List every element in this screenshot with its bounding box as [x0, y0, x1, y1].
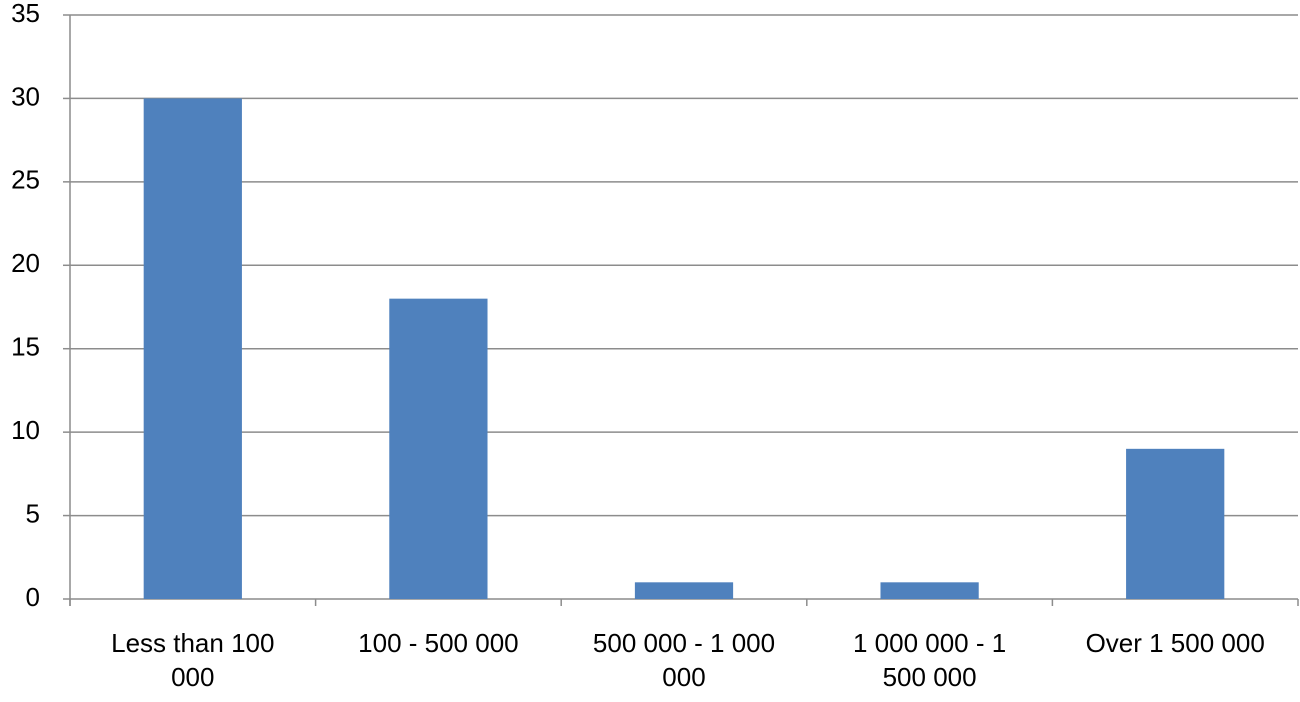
bar: [143, 98, 242, 599]
x-tick-label: 1 000 000 - 1 500 000: [852, 628, 1007, 692]
y-tick-label: 0: [26, 582, 40, 612]
y-tick-label: 25: [11, 165, 40, 195]
bar: [634, 582, 734, 599]
x-tick-label: Over 1 500 000: [1085, 628, 1265, 658]
y-tick-label: 10: [11, 415, 40, 445]
x-tick-label: 500 000 - 1 000 000: [592, 628, 776, 692]
y-tick-label: 15: [11, 332, 40, 362]
bar: [880, 582, 979, 599]
x-tick-label: 100 - 500 000: [358, 628, 519, 658]
x-tick-label: Less than 100 000: [111, 628, 275, 692]
y-tick-label: 35: [11, 0, 40, 28]
y-tick-label: 5: [26, 498, 40, 528]
bar: [1126, 448, 1225, 599]
y-tick-label: 30: [11, 81, 40, 111]
y-tick-label: 20: [11, 248, 40, 278]
bar: [389, 298, 488, 599]
